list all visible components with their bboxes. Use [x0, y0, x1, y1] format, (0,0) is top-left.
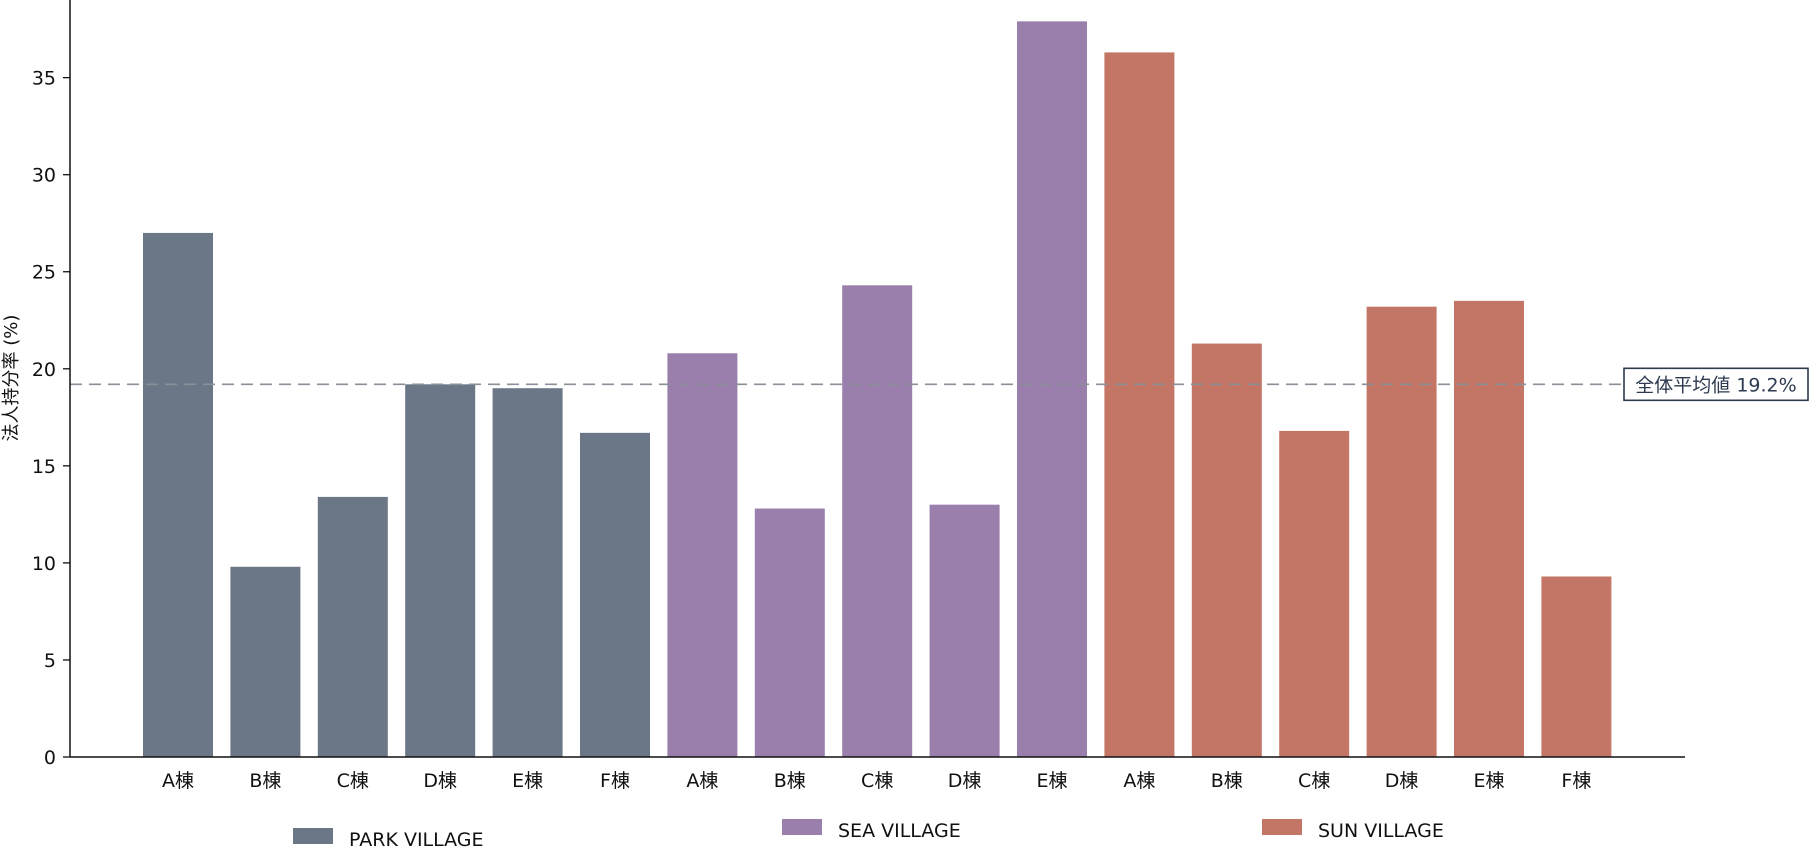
x-tick-label-sun-village-1: A棟: [1123, 770, 1155, 792]
x-tick-label-park-village-6: F棟: [600, 770, 630, 792]
x-tick-label-sun-village-6: F棟: [1561, 770, 1591, 792]
bar-park-village-3: [317, 496, 388, 757]
y-tick-label-5: 5: [44, 650, 56, 672]
x-tick-label-sun-village-2: B棟: [1211, 770, 1243, 792]
bar-sun-village-3: [1279, 430, 1350, 757]
x-tick-label-sun-village-4: D棟: [1385, 770, 1419, 792]
legend-label-park-village: PARK VILLAGE: [349, 829, 484, 851]
x-tick-label-park-village-1: A棟: [162, 770, 194, 792]
bar-park-village-2: [230, 566, 301, 757]
y-axis-title: 法人持分率 (%): [1, 315, 22, 442]
y-tick-label-0: 0: [44, 747, 56, 769]
y-tick-label-20: 20: [32, 359, 56, 381]
x-tick-label-sea-village-2: B棟: [774, 770, 806, 792]
bar-park-village-4: [405, 384, 476, 757]
legend-swatch-sea-village: [782, 819, 822, 835]
legend-swatch-park-village: [293, 828, 333, 844]
x-tick-label-sea-village-4: D棟: [948, 770, 982, 792]
bar-sun-village-4: [1366, 306, 1437, 757]
bars-layer: [143, 21, 1612, 758]
bar-park-village-1: [143, 232, 213, 758]
bar-sun-village-6: [1541, 576, 1612, 757]
x-tick-label-sea-village-5: E棟: [1036, 770, 1067, 792]
y-tick-label-25: 25: [32, 262, 56, 284]
reference-line-layer: 全体平均値 19.2%: [70, 367, 1809, 402]
x-tick-label-park-village-2: B棟: [249, 770, 281, 792]
x-tick-label-park-village-4: D棟: [423, 770, 457, 792]
legend-swatch-sun-village: [1262, 819, 1302, 835]
x-tick-label-park-village-3: C棟: [337, 770, 369, 792]
y-tick-label-15: 15: [32, 456, 56, 478]
y-tick-label-30: 30: [32, 165, 56, 187]
x-tick-label-sea-village-3: C棟: [861, 770, 893, 792]
bar-sea-village-2: [754, 508, 825, 757]
bar-park-village-6: [580, 432, 650, 757]
legend-label-sun-village: SUN VILLAGE: [1318, 820, 1444, 842]
bar-sun-village-1: [1104, 52, 1175, 758]
average-label-text: 全体平均値 19.2%: [1635, 374, 1796, 396]
bar-park-village-5: [492, 388, 563, 757]
legend: PARK VILLAGE SEA VILLAGE SUN VILLAGE: [293, 819, 1444, 851]
legend-label-sea-village: SEA VILLAGE: [838, 820, 961, 842]
bar-sun-village-5: [1454, 300, 1524, 757]
x-tick-label-sun-village-3: C棟: [1298, 770, 1330, 792]
bar-sun-village-2: [1191, 343, 1262, 757]
axes-layer: A棟 B棟 C棟 D棟 E棟 F棟 A棟 B棟 C棟 D棟 E棟 A棟 B棟 C棟 D棟 E棟 F棟 0 5 10 15…: [1, 0, 1685, 792]
y-tick-label-35: 35: [32, 68, 56, 90]
bar-sea-village-3: [842, 285, 913, 757]
x-tick-label-sun-village-5: E棟: [1473, 770, 1504, 792]
bar-sea-village-4: [929, 504, 1000, 757]
bar-sea-village-5: [1017, 21, 1087, 758]
bar-sea-village-1: [667, 353, 738, 757]
average-label-box: [1623, 367, 1809, 402]
y-tick-label-10: 10: [32, 553, 56, 575]
x-tick-label-park-village-5: E棟: [512, 770, 543, 792]
x-tick-label-sea-village-1: A棟: [686, 770, 718, 792]
